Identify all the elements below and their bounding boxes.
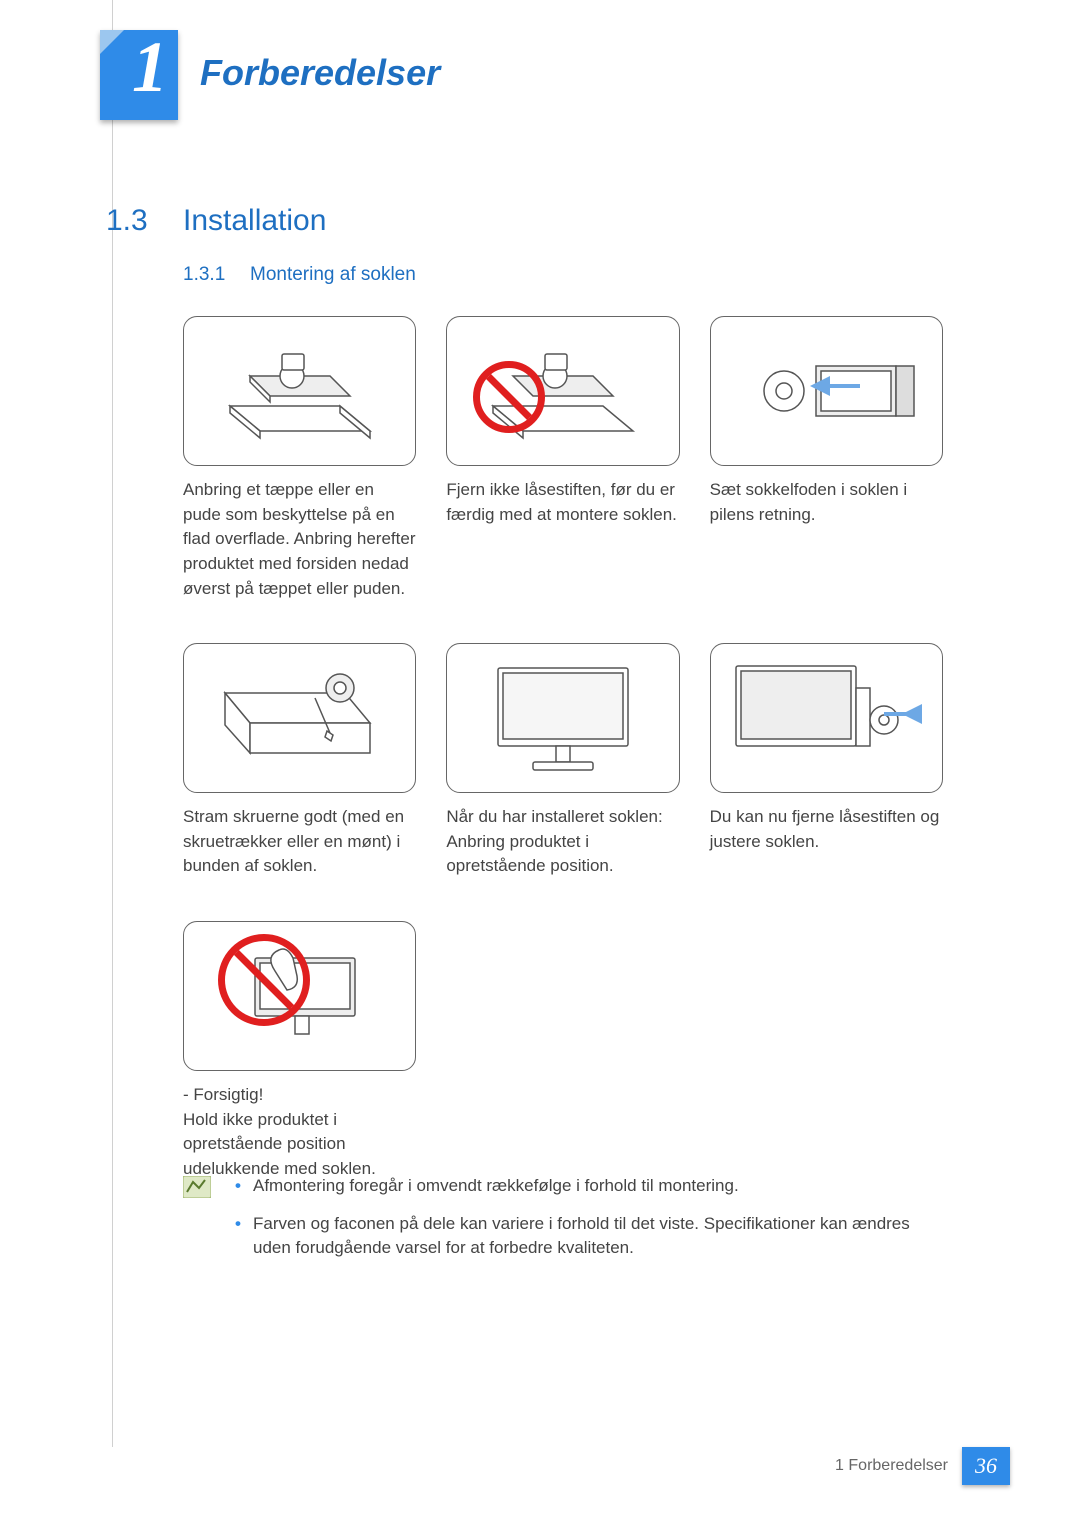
instruction-step: Når du har installeret soklen: Anbring p… — [446, 643, 679, 879]
figure-monitor-face-down — [183, 316, 416, 466]
instruction-grid: Anbring et tæppe eller en pude som besky… — [183, 316, 943, 1224]
empty-cell — [710, 921, 943, 1182]
subsection-number: 1.3.1 — [183, 262, 225, 289]
instruction-step: Stram skruerne godt (med en skruetrækker… — [183, 643, 416, 879]
chapter-badge: 1 — [100, 30, 178, 120]
instruction-step: Du kan nu fjerne låsestiften og justere … — [710, 643, 943, 879]
illustration-icon — [726, 336, 926, 446]
instruction-step: Sæt sokkelfoden i soklen i pilens retnin… — [710, 316, 943, 601]
section-title: Installation — [183, 200, 326, 242]
instruction-step: - Forsigtig! Hold ikke produktet i opret… — [183, 921, 416, 1182]
breadcrumb: 1 Forberedelser — [835, 1455, 948, 1477]
figure-tighten-screws — [183, 643, 416, 793]
prohibit-icon — [218, 934, 310, 1026]
instruction-step: Fjern ikke låsestiften, før du er færdig… — [446, 316, 679, 601]
note-list: Afmontering foregår i omvendt rækkefølge… — [235, 1174, 943, 1259]
illustration-icon — [478, 658, 648, 778]
instruction-row: Anbring et tæppe eller en pude som besky… — [183, 316, 943, 601]
step-caption: - Forsigtig! Hold ikke produktet i opret… — [183, 1083, 416, 1182]
chapter-number: 1 — [132, 17, 168, 118]
prohibit-icon — [473, 361, 545, 433]
figure-remove-pin — [710, 643, 943, 793]
figure-insert-stand-foot — [710, 316, 943, 466]
step-caption: Sæt sokkelfoden i soklen i pilens retnin… — [710, 478, 943, 527]
note-item: Farven og faconen på dele kan variere i … — [235, 1212, 943, 1260]
step-caption: Når du har installeret soklen: Anbring p… — [446, 805, 679, 879]
figure-monitor-upright — [446, 643, 679, 793]
note-icon — [183, 1176, 211, 1198]
instruction-row: Stram skruerne godt (med en skruetrækker… — [183, 643, 943, 879]
section-number: 1.3 — [106, 200, 148, 242]
illustration-icon — [215, 663, 385, 773]
illustration-icon — [220, 336, 380, 446]
figure-hold-by-stand-warning — [183, 921, 416, 1071]
subsection-title: Montering af soklen — [250, 262, 416, 289]
instruction-row: - Forsigtig! Hold ikke produktet i opret… — [183, 921, 943, 1182]
instruction-step: Anbring et tæppe eller en pude som besky… — [183, 316, 416, 601]
badge-fold-icon — [100, 30, 124, 54]
illustration-icon — [726, 658, 926, 778]
page-number: 36 — [975, 1451, 997, 1482]
step-caption: Anbring et tæppe eller en pude som besky… — [183, 478, 416, 601]
note-item: Afmontering foregår i omvendt rækkefølge… — [235, 1174, 943, 1198]
page-number-badge: 36 — [962, 1447, 1010, 1485]
step-caption: Stram skruerne godt (med en skruetrækker… — [183, 805, 416, 879]
figure-locking-pin-warning — [446, 316, 679, 466]
page-footer: 1 Forberedelser 36 — [110, 1447, 1010, 1485]
notes-section: Afmontering foregår i omvendt rækkefølge… — [183, 1174, 943, 1273]
step-caption: Fjern ikke låsestiften, før du er færdig… — [446, 478, 679, 527]
empty-cell — [446, 921, 679, 1182]
chapter-title: Forberedelser — [200, 48, 440, 98]
step-caption: Du kan nu fjerne låsestiften og justere … — [710, 805, 943, 854]
